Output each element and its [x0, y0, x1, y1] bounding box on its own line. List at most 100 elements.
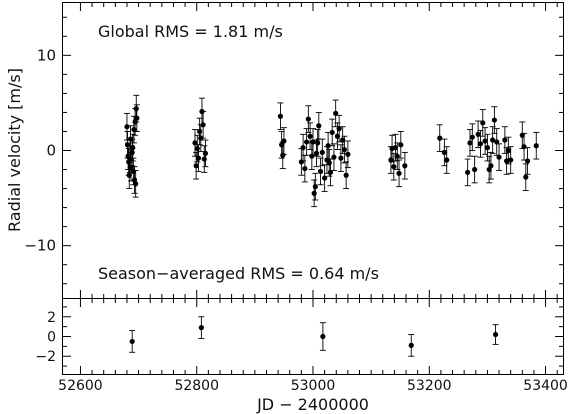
point-marker	[194, 145, 200, 152]
point-marker	[315, 140, 321, 146]
point-marker	[129, 338, 135, 345]
data-point	[487, 151, 494, 180]
point-marker	[488, 163, 494, 169]
point-marker	[311, 190, 317, 196]
point-marker	[197, 128, 203, 135]
point-marker	[192, 140, 198, 146]
data-point	[315, 111, 322, 140]
top-panel: 10 0 −10 Global RMS = 1.81 m/s Season−aver…	[5, 2, 564, 299]
point-marker	[305, 116, 311, 122]
data-point	[397, 131, 404, 159]
point-marker	[490, 137, 496, 143]
data-point	[132, 170, 139, 198]
point-marker	[391, 164, 397, 170]
point-marker	[134, 115, 140, 121]
data-point	[305, 105, 312, 133]
data-point	[277, 102, 284, 131]
y-tick-label: 0	[46, 142, 56, 160]
point-marker	[496, 154, 502, 160]
y-tick-label: 10	[37, 46, 56, 64]
point-marker	[200, 122, 206, 128]
point-marker	[198, 325, 204, 331]
global-rms-annotation: Global RMS = 1.81 m/s	[98, 22, 283, 41]
point-marker	[465, 169, 471, 175]
point-marker	[133, 181, 139, 187]
point-marker	[202, 150, 209, 156]
data-point	[441, 138, 448, 167]
x-tick-label: 53000	[291, 378, 336, 394]
bottom-panel-frame	[62, 298, 564, 375]
point-marker	[280, 152, 286, 158]
data-point	[492, 324, 499, 345]
point-marker	[523, 174, 529, 180]
data-point	[436, 124, 443, 152]
point-marker	[492, 331, 499, 338]
point-marker	[396, 170, 402, 176]
point-marker	[491, 117, 497, 123]
point-marker	[329, 129, 335, 136]
y-tick-label: −2	[35, 349, 56, 365]
point-marker	[505, 147, 511, 154]
point-marker	[130, 168, 136, 175]
point-marker	[313, 150, 320, 156]
point-marker	[319, 149, 325, 156]
data-point	[317, 157, 324, 186]
data-point	[201, 145, 208, 173]
y-axis-label: Radial velocity [m/s]	[5, 68, 24, 232]
data-point	[311, 179, 318, 208]
point-marker	[333, 110, 339, 116]
data-point	[337, 144, 344, 172]
data-point	[307, 122, 314, 150]
point-marker	[326, 160, 332, 166]
point-marker	[494, 139, 500, 145]
data-point	[133, 104, 140, 132]
data-point	[496, 143, 503, 171]
bottom-panel-points	[129, 316, 499, 357]
point-marker	[317, 168, 324, 175]
data-point	[312, 172, 319, 201]
data-point	[396, 159, 403, 188]
point-marker	[322, 175, 328, 181]
point-marker	[320, 333, 326, 340]
data-point	[464, 158, 471, 187]
point-marker	[338, 155, 344, 161]
data-point	[341, 135, 348, 164]
data-point	[198, 316, 205, 339]
point-marker	[484, 145, 491, 151]
data-point	[314, 129, 321, 157]
point-marker	[300, 145, 306, 151]
data-point	[522, 163, 529, 191]
data-point	[329, 118, 336, 147]
point-marker	[521, 144, 527, 150]
data-point	[491, 106, 498, 134]
point-marker	[331, 154, 337, 160]
point-marker	[312, 184, 318, 190]
data-point	[524, 147, 531, 175]
y-tick-label: 2	[47, 310, 56, 326]
data-point	[401, 151, 408, 180]
data-point	[319, 322, 326, 351]
point-marker	[281, 138, 287, 144]
point-marker	[467, 140, 473, 146]
data-point	[469, 123, 476, 151]
point-marker	[124, 124, 130, 130]
point-marker	[394, 153, 400, 159]
data-point	[482, 127, 489, 155]
point-marker	[343, 172, 349, 178]
point-marker	[398, 142, 404, 148]
data-point	[123, 112, 130, 141]
x-tick-label: 52600	[58, 378, 103, 394]
point-marker	[195, 155, 202, 161]
point-marker	[336, 126, 342, 132]
point-marker	[469, 134, 475, 140]
data-point	[202, 139, 209, 168]
point-marker	[341, 146, 347, 153]
y-tick-label: −10	[24, 237, 56, 255]
point-marker	[130, 145, 136, 151]
point-marker	[307, 133, 313, 139]
point-marker	[133, 106, 139, 112]
point-marker	[502, 137, 508, 143]
data-point	[195, 144, 202, 172]
